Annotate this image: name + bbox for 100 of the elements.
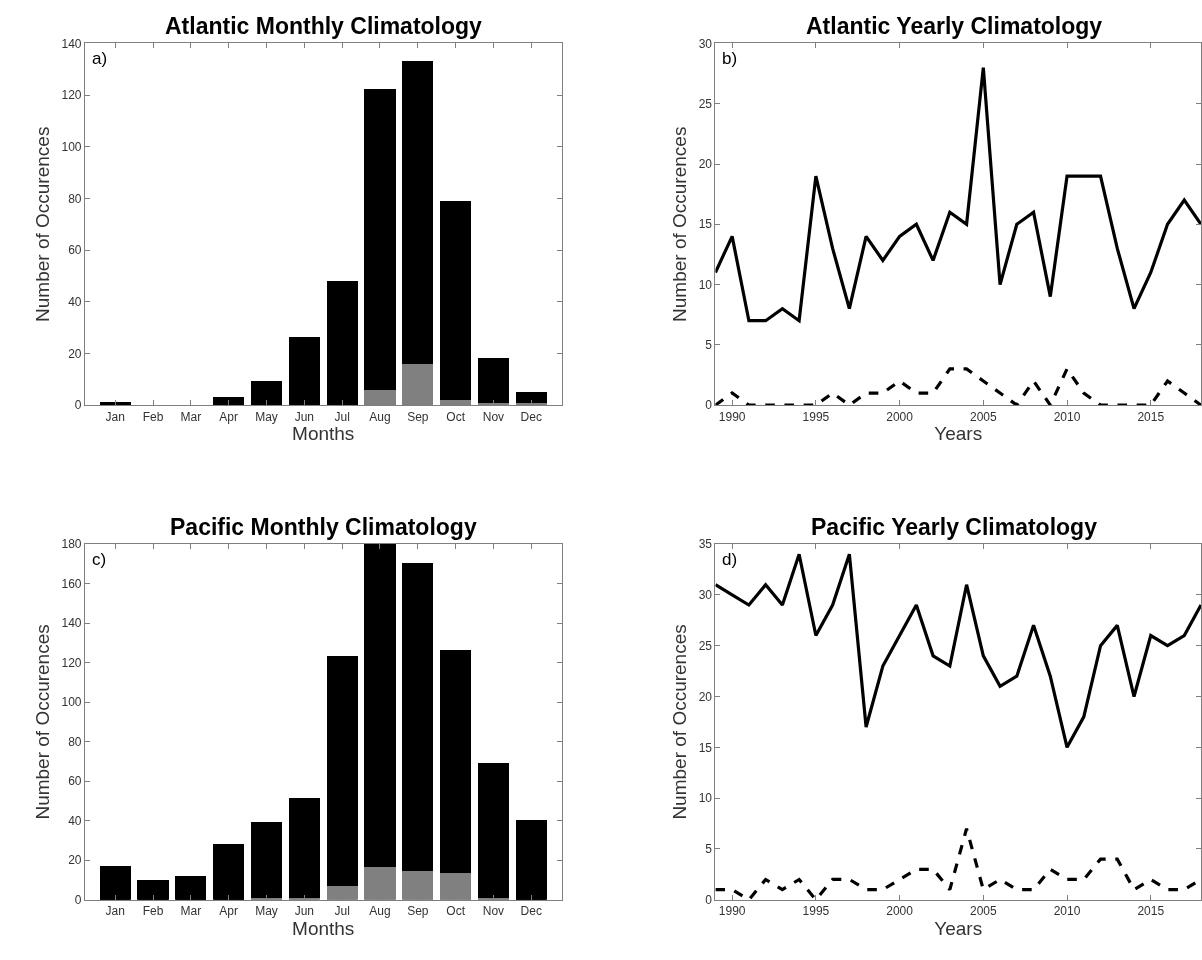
y-tick-label: 10: [698, 277, 713, 292]
y-tick-label: 60: [68, 774, 82, 789]
y-tick-label: 160: [61, 576, 82, 591]
x-tick-label: Jun: [294, 409, 314, 424]
y-tick-label: 120: [61, 88, 82, 103]
y-tick-label: 60: [68, 243, 82, 258]
y-tick-label: 80: [68, 734, 82, 749]
bar: [364, 544, 396, 867]
y-tick-label: 10: [698, 791, 713, 806]
x-tick-label: Mar: [180, 904, 202, 919]
y-tick-label: 100: [61, 139, 82, 154]
x-tick-label: Apr: [219, 409, 239, 424]
y-tick-label: 0: [74, 892, 82, 907]
y-tick-label: 30: [698, 588, 713, 603]
x-tick-label: 2015: [1137, 904, 1165, 919]
y-axis-title: Number of Occurences: [32, 624, 54, 820]
y-tick-label: 180: [61, 537, 82, 552]
y-tick-label: 15: [698, 740, 713, 755]
y-tick-label: 35: [698, 537, 713, 552]
bar: [477, 762, 510, 899]
x-tick-label: 1990: [718, 409, 746, 424]
annotation: b): [722, 49, 738, 68]
bar: [515, 820, 547, 900]
annotation: c): [92, 550, 107, 569]
y-tick-label: 140: [61, 616, 82, 631]
x-tick-label: Apr: [219, 904, 239, 919]
x-tick-label: Oct: [446, 904, 466, 919]
x-tick-label: Dec: [520, 409, 542, 424]
x-axis-title: Months: [292, 423, 355, 445]
y-axis-title: Number of Occurences: [669, 624, 691, 820]
x-tick-label: May: [255, 409, 278, 424]
x-tick-label: 2000: [886, 409, 914, 424]
y-tick-label: 0: [705, 398, 713, 413]
y-axis-title: Number of Occurences: [669, 126, 691, 322]
bar: [250, 381, 283, 406]
y-tick-label: 140: [61, 36, 82, 51]
x-tick-label: 2010: [1053, 409, 1081, 424]
y-tick-label: 25: [698, 96, 713, 111]
x-tick-label: May: [255, 904, 278, 919]
line-series: [715, 552, 1201, 749]
bar: [515, 391, 547, 404]
x-tick-label: Oct: [446, 409, 466, 424]
x-tick-label: 1990: [718, 904, 746, 919]
bar: [175, 875, 207, 900]
bar: [288, 337, 320, 406]
x-axis-title: Years: [934, 918, 983, 940]
y-tick-label: 5: [705, 338, 713, 353]
x-tick-label: 1995: [802, 409, 830, 424]
bar: [402, 61, 434, 365]
y-tick-label: 25: [698, 638, 713, 653]
y-tick-label: 0: [705, 892, 713, 907]
y-tick-label: 5: [705, 842, 713, 857]
bar: [402, 563, 434, 871]
x-tick-label: 2005: [969, 409, 997, 424]
bar: [137, 879, 169, 900]
x-tick-label: Jul: [334, 904, 350, 919]
x-tick-label: Sep: [407, 904, 429, 919]
x-tick-label: 2010: [1053, 904, 1081, 919]
x-tick-label: 2005: [969, 904, 997, 919]
line-series: [715, 65, 1201, 323]
chart-title: Pacific Yearly Climatology: [811, 514, 1098, 540]
bar: [288, 798, 320, 899]
x-tick-label: Dec: [520, 904, 542, 919]
x-tick-label: Jul: [334, 409, 350, 424]
y-tick-label: 15: [698, 217, 713, 232]
y-tick-label: 0: [74, 398, 82, 413]
bar: [250, 822, 283, 899]
x-tick-label: Nov: [482, 409, 505, 424]
x-tick-label: 1995: [802, 904, 830, 919]
x-tick-label: Feb: [142, 904, 164, 919]
bar: [326, 280, 358, 406]
x-tick-label: Jan: [105, 904, 125, 919]
y-tick-label: 20: [68, 853, 82, 868]
chart-title: Pacific Monthly Climatology: [170, 514, 477, 540]
bar: [99, 865, 131, 900]
x-tick-label: Sep: [407, 409, 429, 424]
line-series: [715, 367, 1201, 406]
x-tick-label: Feb: [142, 409, 164, 424]
chart-title: Atlantic Monthly Climatology: [165, 13, 483, 39]
y-tick-label: 40: [68, 813, 82, 828]
annotation: a): [92, 49, 108, 68]
x-tick-label: Jun: [294, 904, 314, 919]
x-axis-title: Years: [934, 423, 983, 445]
x-axis-title: Months: [292, 918, 355, 940]
y-tick-label: 30: [698, 36, 713, 51]
x-tick-label: Aug: [369, 409, 391, 424]
bar: [364, 89, 396, 391]
y-tick-label: 20: [68, 346, 82, 361]
y-tick-label: 40: [68, 294, 82, 309]
y-tick-label: 80: [68, 191, 82, 206]
y-tick-label: 120: [61, 655, 82, 670]
x-tick-label: Aug: [369, 904, 391, 919]
x-tick-label: Nov: [482, 904, 505, 919]
bar: [213, 396, 245, 406]
x-tick-label: 2015: [1137, 409, 1165, 424]
bar: [213, 843, 245, 900]
bar: [477, 358, 510, 404]
x-tick-label: Jan: [105, 409, 125, 424]
bar: [439, 650, 472, 873]
chart-title: Atlantic Yearly Climatology: [806, 13, 1103, 39]
